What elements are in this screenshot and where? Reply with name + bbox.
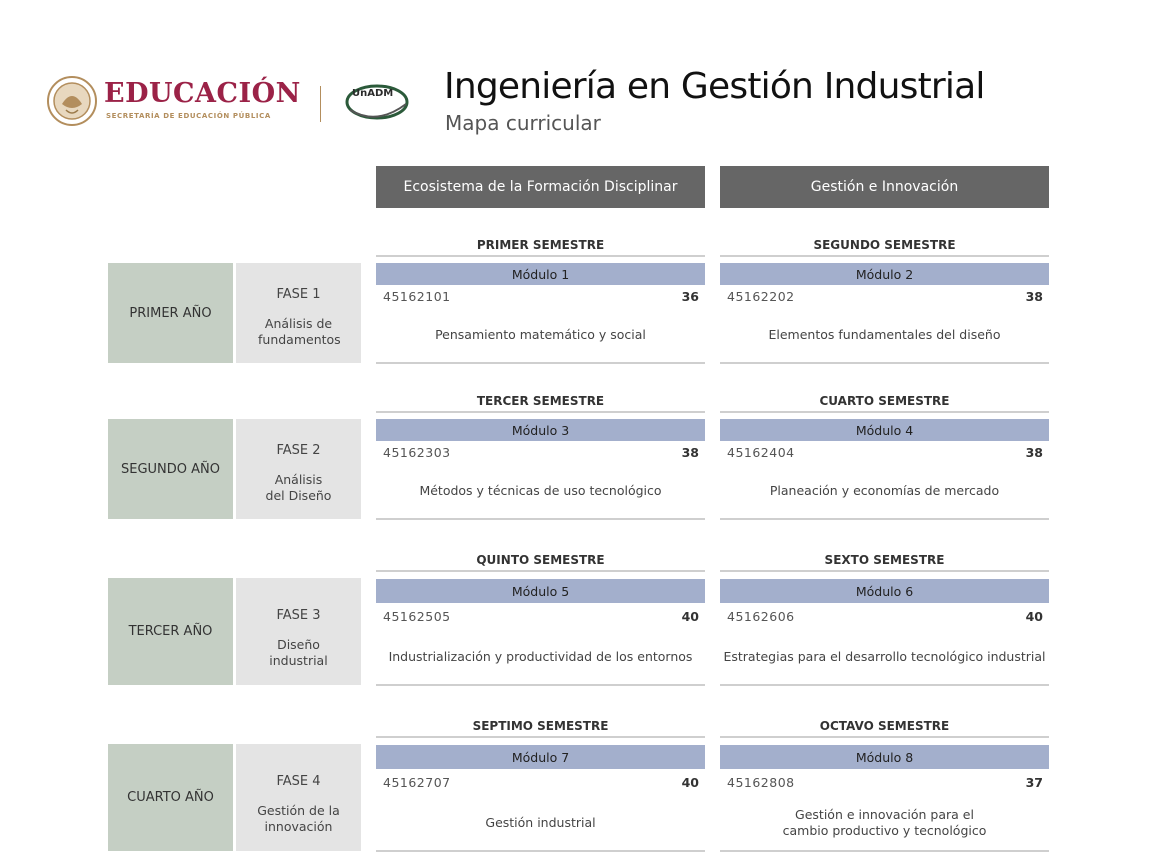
brand-subtitle: SECRETARÍA DE EDUCACIÓN PÚBLICA [106,112,271,120]
subject-name: Métodos y técnicas de uso tecnológico [419,483,662,498]
course-credits: 37 [1025,775,1043,790]
row-divider [720,850,1049,852]
course-credits: 38 [1025,289,1043,304]
course-code: 45162707 [383,775,451,790]
module-bar: Módulo 3 [376,419,705,441]
phase-number: FASE 1 [276,287,321,302]
year-label: TERCER AÑO [108,578,233,685]
row-divider [376,362,705,364]
phase-name: Gestión de la innovación [257,803,340,834]
module-bar: Módulo 5 [376,579,705,603]
brand-word: EDUCACIÓN [104,78,301,109]
course-credits: 36 [681,289,699,304]
row-divider [376,518,705,520]
subject-name: Elementos fundamentales del diseño [768,327,1001,342]
semester-title: TERCER SEMESTRE [376,394,705,413]
year-label: CUARTO AÑO [108,744,233,851]
phase-name: Análisis de fundamentos [258,316,341,347]
year-label: PRIMER AÑO [108,263,233,363]
header-logos: EDUCACIÓN SECRETARÍA DE EDUCACIÓN PÚBLIC… [46,74,426,130]
phase-box: FASE 1 Análisis de fundamentos [236,263,361,363]
column-header-formacion: Ecosistema de la Formación Disciplinar [376,166,705,208]
subject-name: Pensamiento matemático y social [435,327,646,342]
course-code: 45162808 [727,775,795,790]
semester-title: SEXTO SEMESTRE [720,553,1049,572]
semester-title: SEPTIMO SEMESTRE [376,719,705,738]
course-code: 45162606 [727,609,795,624]
course-credits: 40 [681,775,699,790]
course-code: 45162202 [727,289,795,304]
phase-number: FASE 3 [276,608,321,623]
semester-title: CUARTO SEMESTRE [720,394,1049,413]
subject-name: Industrialización y productividad de los… [388,649,693,664]
page-subtitle: Mapa curricular [445,111,601,135]
module-bar: Módulo 8 [720,745,1049,769]
module-bar: Módulo 2 [720,263,1049,285]
semester-title: SEGUNDO SEMESTRE [720,238,1049,257]
course-code: 45162101 [383,289,451,304]
row-divider [376,684,705,686]
phase-name: Análisis del Diseño [265,472,332,503]
row-divider [720,362,1049,364]
logo-divider [320,86,321,122]
phase-box: FASE 4 Gestión de la innovación [236,744,361,851]
page-title: Ingeniería en Gestión Industrial [444,66,985,107]
row-divider [376,850,705,852]
subject-name: Planeación y economías de mercado [769,483,1000,498]
module-bar: Módulo 6 [720,579,1049,603]
national-seal-icon [47,76,97,126]
course-code: 45162303 [383,445,451,460]
module-bar: Módulo 7 [376,745,705,769]
module-bar: Módulo 4 [720,419,1049,441]
phase-box: FASE 2 Análisis del Diseño [236,419,361,519]
semester-title: PRIMER SEMESTRE [376,238,705,257]
course-code: 45162404 [727,445,795,460]
phase-number: FASE 2 [276,443,321,458]
year-label: SEGUNDO AÑO [108,419,233,519]
course-credits: 38 [681,445,699,460]
row-divider [720,518,1049,520]
unadm-logo-icon [345,84,409,120]
subject-name: Estrategias para el desarrollo tecnológi… [723,649,1046,664]
course-credits: 40 [681,609,699,624]
unadm-label: UnADM [352,88,394,99]
phase-box: FASE 3 Diseño industrial [236,578,361,685]
semester-title: OCTAVO SEMESTRE [720,719,1049,738]
course-credits: 38 [1025,445,1043,460]
subject-name: Gestión industrial [485,815,596,830]
subject-name: Gestión e innovación para el cambio prod… [782,807,987,838]
row-divider [720,684,1049,686]
phase-name: Diseño industrial [269,637,328,668]
module-bar: Módulo 1 [376,263,705,285]
course-credits: 40 [1025,609,1043,624]
column-header-gestion: Gestión e Innovación [720,166,1049,208]
phase-number: FASE 4 [276,774,321,789]
course-code: 45162505 [383,609,451,624]
semester-title: QUINTO SEMESTRE [376,553,705,572]
